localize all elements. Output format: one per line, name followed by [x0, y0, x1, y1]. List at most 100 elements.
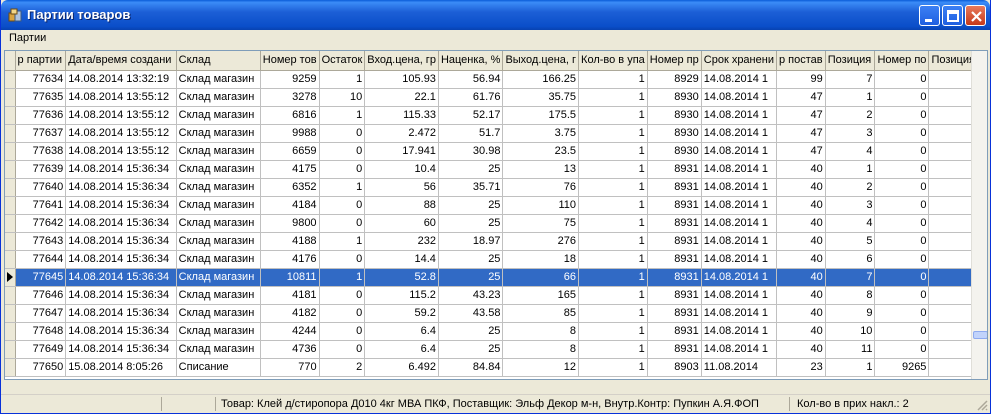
table-cell[interactable]: 8931 — [647, 214, 702, 233]
table-cell[interactable]: 1 — [578, 70, 648, 89]
row-indicator[interactable] — [5, 286, 16, 305]
column-header[interactable]: Кол-во в упа — [578, 51, 648, 71]
table-cell[interactable]: 47 — [776, 88, 826, 107]
table-cell[interactable]: 8931 — [647, 286, 702, 305]
table-cell[interactable]: 0 — [874, 268, 930, 287]
table-cell[interactable]: 14.08.2014 1 — [701, 88, 777, 107]
table-cell[interactable]: 84.84 — [438, 358, 504, 377]
table-cell[interactable]: 115.33 — [364, 106, 439, 125]
table-cell[interactable]: 1 — [578, 196, 648, 215]
table-cell[interactable]: 8 — [502, 340, 580, 359]
table-cell[interactable]: 0 — [874, 160, 930, 179]
column-header[interactable]: Срок хранени — [701, 51, 777, 71]
row-indicator[interactable] — [5, 106, 16, 125]
table-cell[interactable]: 1 — [578, 178, 648, 197]
table-cell[interactable]: 4 — [825, 142, 876, 161]
table-cell[interactable]: 40 — [776, 196, 826, 215]
table-cell[interactable]: 5 — [825, 232, 876, 251]
table-cell[interactable]: 40 — [776, 160, 826, 179]
table-cell[interactable]: Списание — [176, 358, 261, 377]
table-cell[interactable]: 13 — [502, 160, 580, 179]
table-cell[interactable]: 14.08.2014 1 — [701, 142, 777, 161]
table-cell[interactable]: 30.98 — [438, 142, 504, 161]
table-cell[interactable]: 14.08.2014 13:32:19 — [65, 70, 177, 89]
table-cell[interactable]: Склад магазин — [176, 196, 261, 215]
table-cell[interactable]: 10811 — [260, 268, 320, 287]
table-row[interactable]: 77649 14.08.2014 15:36:34 Склад магазин 473… — [5, 340, 987, 359]
table-cell[interactable]: 77634 — [15, 70, 67, 89]
table-cell[interactable]: 1 — [578, 340, 648, 359]
table-cell[interactable]: 77642 — [15, 214, 67, 233]
table-cell[interactable]: 14.08.2014 1 — [701, 322, 777, 341]
table-cell[interactable]: 2 — [825, 178, 876, 197]
table-row[interactable]: 77637 14.08.2014 13:55:12 Склад магазин 998… — [5, 124, 987, 143]
table-row[interactable]: 77643 14.08.2014 15:36:34 Склад магазин 418… — [5, 232, 987, 251]
table-cell[interactable]: 14.08.2014 1 — [701, 124, 777, 143]
table-cell[interactable]: 25 — [438, 214, 504, 233]
table-cell[interactable]: 1 — [578, 358, 648, 377]
table-cell[interactable]: 43.58 — [438, 304, 504, 323]
table-row[interactable]: 77640 14.08.2014 15:36:34 Склад магазин 635… — [5, 178, 987, 197]
resize-grip-icon[interactable] — [976, 399, 988, 411]
table-cell[interactable]: 6 — [825, 250, 876, 269]
table-cell[interactable]: 14.08.2014 1 — [701, 196, 777, 215]
table-cell[interactable]: 0 — [874, 124, 930, 143]
row-indicator[interactable] — [5, 358, 16, 377]
row-indicator[interactable] — [5, 178, 16, 197]
table-cell[interactable]: 9 — [825, 304, 876, 323]
table-cell[interactable]: 77638 — [15, 142, 67, 161]
table-cell[interactable]: 14.08.2014 15:36:34 — [65, 268, 177, 287]
table-cell[interactable]: 14.08.2014 1 — [701, 250, 777, 269]
table-cell[interactable]: 1 — [319, 232, 366, 251]
table-cell[interactable]: 4188 — [260, 232, 320, 251]
table-cell[interactable]: 4 — [825, 214, 876, 233]
table-cell[interactable]: 59.2 — [364, 304, 439, 323]
table-cell[interactable]: Склад магазин — [176, 178, 261, 197]
table-cell[interactable]: 14.08.2014 15:36:34 — [65, 304, 177, 323]
table-cell[interactable]: 75 — [502, 214, 580, 233]
scrollbar-thumb[interactable] — [973, 331, 987, 339]
table-cell[interactable]: 14.08.2014 15:36:34 — [65, 160, 177, 179]
table-cell[interactable]: 6352 — [260, 178, 320, 197]
table-cell[interactable]: 14.08.2014 13:55:12 — [65, 124, 177, 143]
table-cell[interactable]: 1 — [319, 106, 366, 125]
column-header[interactable]: Наценка, % — [438, 51, 504, 71]
table-cell[interactable]: 8931 — [647, 268, 702, 287]
table-cell[interactable]: 60 — [364, 214, 439, 233]
table-cell[interactable]: 14.08.2014 15:36:34 — [65, 250, 177, 269]
table-row[interactable]: 77641 14.08.2014 15:36:34 Склад магазин 418… — [5, 196, 987, 215]
vertical-scrollbar[interactable] — [971, 51, 987, 379]
table-cell[interactable]: 1 — [319, 178, 366, 197]
row-indicator[interactable] — [5, 214, 16, 233]
table-cell[interactable]: 1 — [578, 232, 648, 251]
row-indicator[interactable] — [5, 142, 16, 161]
column-header[interactable]: Дата/время создани — [65, 51, 177, 71]
table-cell[interactable]: 14.08.2014 1 — [701, 178, 777, 197]
table-cell[interactable]: 14.08.2014 1 — [701, 214, 777, 233]
table-cell[interactable]: 25 — [438, 250, 504, 269]
table-cell[interactable]: 7 — [825, 268, 876, 287]
table-cell[interactable]: 1 — [825, 88, 876, 107]
table-cell[interactable]: 14.08.2014 13:55:12 — [65, 106, 177, 125]
column-header[interactable]: Номер тов — [260, 51, 320, 71]
table-cell[interactable]: 52.17 — [438, 106, 504, 125]
table-cell[interactable]: 8931 — [647, 160, 702, 179]
table-cell[interactable]: 8931 — [647, 232, 702, 251]
table-cell[interactable]: Склад магазин — [176, 88, 261, 107]
table-cell[interactable]: 14.08.2014 15:36:34 — [65, 196, 177, 215]
table-row[interactable]: 77644 14.08.2014 15:36:34 Склад магазин 417… — [5, 250, 987, 269]
column-header[interactable]: р постав — [776, 51, 826, 71]
row-indicator[interactable] — [5, 250, 16, 269]
table-cell[interactable]: 8931 — [647, 304, 702, 323]
table-cell[interactable]: 0 — [874, 196, 930, 215]
table-cell[interactable]: Склад магазин — [176, 214, 261, 233]
row-indicator[interactable] — [5, 124, 16, 143]
table-cell[interactable]: 17.941 — [364, 142, 439, 161]
table-cell[interactable]: 1 — [578, 124, 648, 143]
table-cell[interactable]: 23 — [776, 358, 826, 377]
table-cell[interactable]: 1 — [578, 250, 648, 269]
table-cell[interactable]: 9259 — [260, 70, 320, 89]
table-cell[interactable]: 8903 — [647, 358, 702, 377]
table-cell[interactable]: 14.08.2014 15:36:34 — [65, 232, 177, 251]
table-cell[interactable]: Склад магазин — [176, 250, 261, 269]
